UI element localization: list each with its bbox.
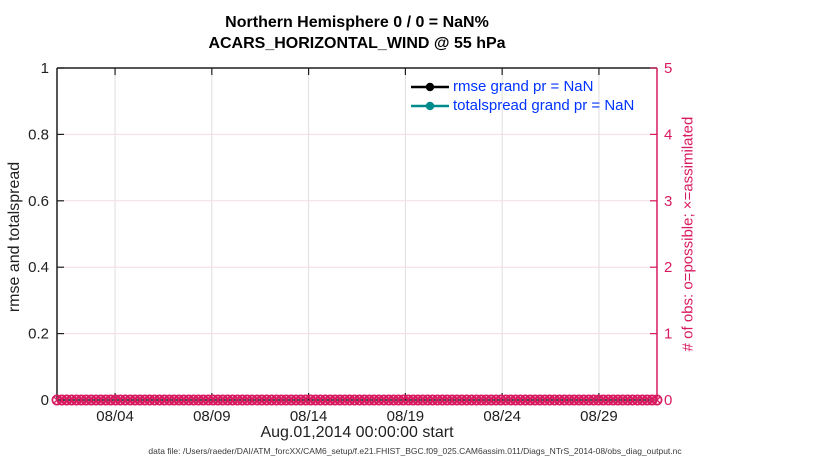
x-tick-label: 08/19 bbox=[387, 408, 425, 425]
x-axis-label: Aug.01,2014 00:00:00 start bbox=[260, 424, 454, 441]
legend-label-totalspread: totalspread grand pr = NaN bbox=[453, 97, 635, 114]
x-tick-label: 08/09 bbox=[193, 408, 231, 425]
x-tick-label: 08/29 bbox=[580, 408, 618, 425]
rmse-line-sample-icon bbox=[411, 82, 449, 91]
y-tick-label-left: 0.2 bbox=[28, 326, 49, 343]
plot-title: Northern Hemisphere 0 / 0 = NaN% ACARS_H… bbox=[208, 12, 505, 54]
plot-title-line2: ACARS_HORIZONTAL_WIND @ 55 hPa bbox=[208, 35, 506, 52]
y-tick-label-left: 0.6 bbox=[28, 193, 49, 210]
y-tick-label-left: 0.4 bbox=[28, 259, 49, 276]
plot-title-line1: Northern Hemisphere 0 / 0 = NaN% bbox=[225, 14, 489, 31]
y-tick-label-left: 0.8 bbox=[28, 126, 49, 143]
obs-possible-marker bbox=[651, 394, 663, 406]
totalspread-line-sample-icon bbox=[411, 101, 449, 110]
legend: rmse grand pr = NaN totalspread grand pr… bbox=[410, 77, 634, 115]
x-tick-label: 08/04 bbox=[96, 408, 134, 425]
y-tick-label-right: 2 bbox=[664, 259, 672, 276]
data-file-caption: data file: /Users/raeder/DAI/ATM_forcXX/… bbox=[148, 446, 682, 456]
y-axis-label-left: rmse and totalspread bbox=[6, 161, 23, 313]
x-tick-label: 08/24 bbox=[483, 408, 521, 425]
y-tick-label-left: 1 bbox=[41, 60, 49, 77]
x-tick-label: 08/14 bbox=[290, 408, 328, 425]
y-tick-label-left: 0 bbox=[41, 392, 49, 409]
y-tick-label-right: 5 bbox=[664, 60, 672, 77]
obs-assimilated-marker bbox=[653, 396, 661, 404]
y-tick-label-right: 1 bbox=[664, 326, 672, 343]
legend-item-totalspread: totalspread grand pr = NaN bbox=[410, 96, 634, 115]
y-tick-label-right: 0 bbox=[664, 392, 672, 409]
y-axis-label-right: # of obs: o=possible; ×=assimilated bbox=[679, 116, 697, 352]
y-tick-label-right: 4 bbox=[664, 126, 672, 143]
legend-item-rmse: rmse grand pr = NaN bbox=[410, 77, 634, 96]
y-tick-label-right: 3 bbox=[664, 193, 672, 210]
legend-label-rmse: rmse grand pr = NaN bbox=[453, 78, 594, 95]
